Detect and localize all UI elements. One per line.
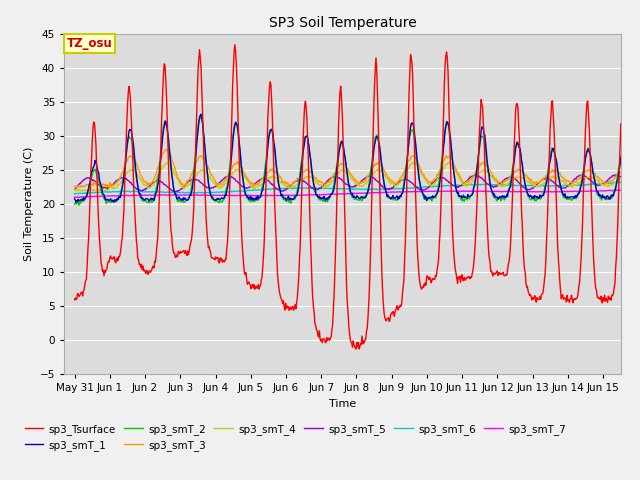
sp3_smT_2 (196, 113, 204, 119)
sp3_smT_5 (73, 184, 81, 190)
sp3_smT_6 (147, 189, 155, 195)
sp3_smT_3 (464, 180, 472, 186)
sp3_smT_4 (325, 181, 333, 187)
sp3_smT_2 (305, 146, 313, 152)
sp3_Tsurface (617, 121, 625, 127)
sp3_Tsurface (147, 268, 155, 274)
sp3_smT_1 (617, 155, 625, 161)
sp3_Tsurface (231, 42, 239, 48)
sp3_smT_6 (304, 185, 312, 191)
sp3_smT_3 (305, 169, 313, 175)
sp3_smT_2 (477, 133, 485, 139)
sp3_smT_5 (612, 172, 620, 178)
sp3_smT_5 (463, 178, 471, 183)
sp3_smT_6 (71, 191, 79, 197)
sp3_smT_3 (73, 183, 81, 189)
sp3_smT_2 (71, 201, 79, 207)
sp3_smT_3 (617, 169, 625, 175)
sp3_Tsurface (71, 297, 79, 303)
sp3_smT_7 (305, 192, 312, 197)
sp3_smT_4 (148, 183, 156, 189)
sp3_smT_7 (477, 188, 484, 194)
sp3_smT_7 (616, 187, 624, 193)
X-axis label: Time: Time (329, 399, 356, 409)
sp3_Tsurface (305, 157, 312, 163)
sp3_smT_3 (326, 177, 333, 183)
sp3_smT_1 (74, 199, 81, 204)
sp3_smT_3 (106, 185, 113, 191)
sp3_Tsurface (73, 296, 81, 302)
Line: sp3_smT_1: sp3_smT_1 (75, 114, 621, 202)
sp3_smT_1 (72, 199, 80, 205)
sp3_smT_1 (477, 129, 485, 134)
sp3_smT_4 (464, 183, 472, 189)
sp3_smT_5 (147, 181, 155, 187)
sp3_smT_1 (464, 192, 472, 197)
sp3_smT_7 (148, 192, 156, 198)
sp3_smT_7 (75, 194, 83, 200)
sp3_smT_1 (71, 196, 79, 202)
Line: sp3_smT_3: sp3_smT_3 (75, 150, 621, 188)
sp3_smT_1 (197, 111, 205, 117)
Title: SP3 Soil Temperature: SP3 Soil Temperature (269, 16, 416, 30)
sp3_smT_1 (326, 195, 333, 201)
Line: sp3_smT_7: sp3_smT_7 (75, 190, 621, 197)
sp3_smT_5 (477, 175, 484, 180)
Line: sp3_smT_4: sp3_smT_4 (75, 162, 621, 191)
Line: sp3_Tsurface: sp3_Tsurface (75, 45, 621, 349)
Y-axis label: Soil Temperature (C): Soil Temperature (C) (24, 147, 34, 261)
sp3_smT_4 (73, 187, 81, 193)
sp3_smT_5 (71, 187, 79, 192)
sp3_smT_7 (73, 194, 81, 200)
sp3_smT_3 (71, 183, 79, 189)
sp3_smT_2 (75, 202, 83, 208)
sp3_smT_7 (463, 188, 471, 194)
Line: sp3_smT_6: sp3_smT_6 (75, 182, 621, 194)
sp3_smT_2 (148, 197, 156, 203)
sp3_smT_2 (617, 153, 625, 159)
sp3_smT_4 (477, 168, 485, 174)
sp3_smT_6 (324, 186, 332, 192)
sp3_smT_4 (410, 159, 417, 165)
sp3_smT_5 (617, 174, 625, 180)
sp3_smT_5 (325, 177, 333, 182)
sp3_smT_2 (326, 194, 333, 200)
sp3_smT_4 (84, 188, 92, 194)
sp3_smT_3 (148, 180, 156, 185)
sp3_smT_2 (73, 201, 81, 207)
sp3_smT_7 (71, 194, 79, 200)
sp3_Tsurface (464, 275, 472, 281)
sp3_smT_1 (305, 144, 313, 149)
sp3_Tsurface (477, 97, 485, 103)
sp3_smT_3 (162, 147, 170, 153)
sp3_smT_1 (148, 196, 156, 202)
sp3_smT_6 (615, 179, 623, 185)
sp3_smT_7 (617, 187, 625, 193)
Legend: sp3_Tsurface, sp3_smT_1, sp3_smT_2, sp3_smT_3, sp3_smT_4, sp3_smT_5, sp3_smT_6, : sp3_Tsurface, sp3_smT_1, sp3_smT_2, sp3_… (25, 424, 566, 451)
sp3_smT_7 (325, 192, 333, 197)
sp3_Tsurface (325, 336, 333, 342)
sp3_smT_5 (305, 182, 312, 188)
sp3_smT_6 (463, 182, 470, 188)
sp3_smT_4 (617, 175, 625, 180)
sp3_smT_4 (305, 174, 312, 180)
Line: sp3_smT_5: sp3_smT_5 (75, 175, 621, 192)
sp3_smT_6 (476, 181, 483, 187)
sp3_smT_5 (170, 189, 178, 194)
sp3_smT_3 (477, 162, 485, 168)
sp3_smT_4 (71, 186, 79, 192)
sp3_Tsurface (355, 346, 363, 352)
Text: TZ_osu: TZ_osu (67, 37, 113, 50)
Line: sp3_smT_2: sp3_smT_2 (75, 116, 621, 205)
sp3_smT_2 (464, 195, 472, 201)
sp3_smT_6 (617, 180, 625, 185)
sp3_smT_6 (73, 191, 81, 196)
